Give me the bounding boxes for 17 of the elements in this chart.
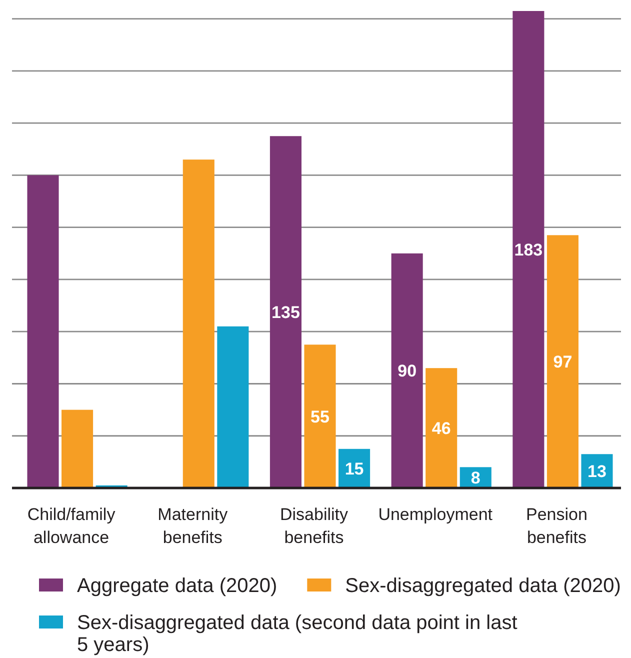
data-label: 55 — [310, 407, 330, 426]
data-label: 135 — [272, 303, 300, 322]
data-label: 183 — [514, 240, 543, 260]
x-tick-label: Disability benefits — [280, 505, 348, 547]
x-tick-label: Maternity benefits — [158, 505, 228, 547]
legend-label: Aggregate data (2020) — [77, 575, 278, 597]
x-tick-label: Unemployment — [378, 505, 493, 524]
data-label: 97 — [553, 352, 572, 372]
x-tick-label: Child/family allowance — [27, 505, 116, 547]
data-label: 46 — [432, 419, 451, 438]
data-label: 90 — [398, 362, 417, 381]
data-label: 8 — [470, 468, 480, 488]
data-label: 13 — [588, 462, 606, 482]
legend-label: Sex-disaggregated data (2020) — [345, 575, 621, 597]
x-tick-label: Pension benefits — [526, 505, 588, 547]
legend-label: Sex-disaggregated data (second data point in last 5 years) — [77, 612, 518, 656]
data-label: 15 — [344, 459, 364, 478]
